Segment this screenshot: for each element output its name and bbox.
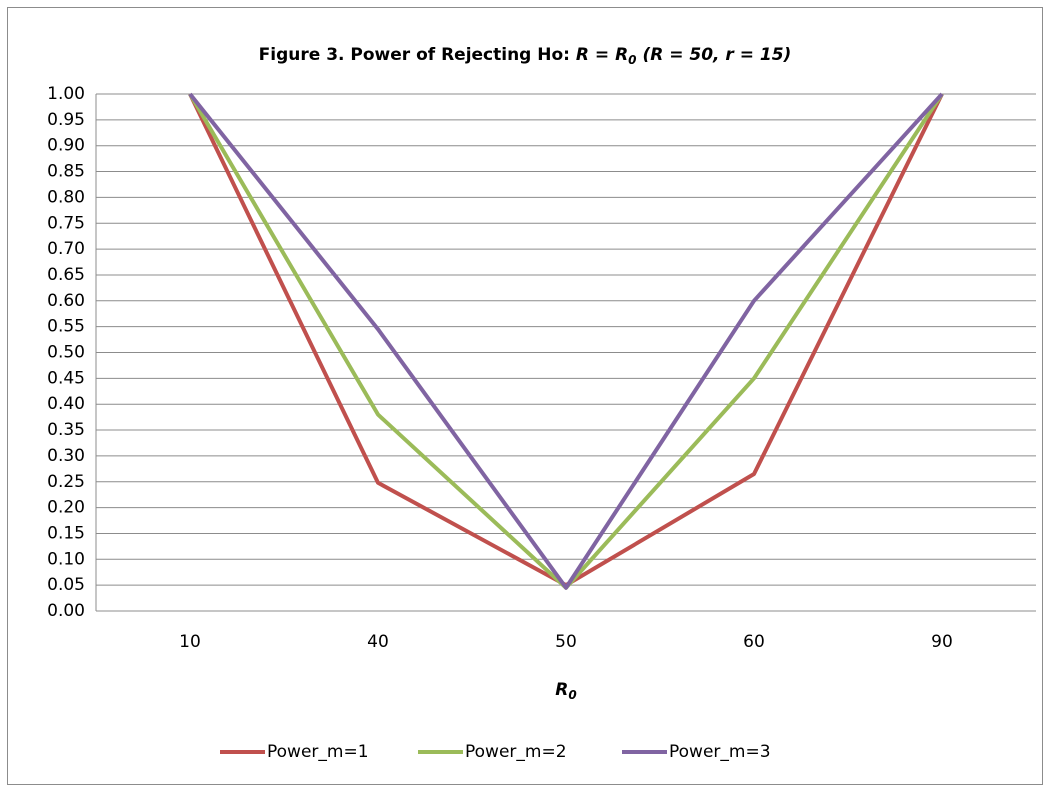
x-tick-label: 60 <box>743 632 765 652</box>
y-tick-label: 0.45 <box>47 368 85 388</box>
x-tick-label: 50 <box>555 632 577 652</box>
y-tick-label: 0.15 <box>47 523 85 543</box>
x-axis-label: R0 <box>555 680 576 702</box>
legend-label: Power_m=1 <box>267 742 369 762</box>
y-tick-label: 0.25 <box>47 472 85 492</box>
y-tick-label: 0.80 <box>47 187 85 207</box>
y-tick-label: 0.75 <box>47 213 85 233</box>
title-part: (R = 50, r = 15) <box>637 45 792 65</box>
y-tick-label: 0.05 <box>47 575 85 595</box>
y-tick-label: 0.20 <box>47 498 85 518</box>
x-label-part: 0 <box>568 688 576 702</box>
data-line <box>188 92 944 590</box>
y-tick-label: 0.90 <box>47 136 85 156</box>
legend-label: Power_m=2 <box>465 742 567 762</box>
y-tick-label: 0.95 <box>47 110 85 130</box>
y-tick-label: 0.85 <box>47 162 85 182</box>
title-part: 0 <box>628 53 636 67</box>
x-tick-label: 40 <box>367 632 389 652</box>
y-tick-label: 0.50 <box>47 343 85 363</box>
y-tick-label: 0.65 <box>47 265 85 285</box>
x-tick-label: 10 <box>179 632 201 652</box>
y-tick-label: 1.00 <box>47 84 85 104</box>
y-tick-label: 0.60 <box>47 291 85 311</box>
chart-title: Figure 3. Power of Rejecting Ho: R = R0 … <box>259 45 792 67</box>
y-tick-label: 0.10 <box>47 549 85 569</box>
y-tick-label: 0.00 <box>47 601 85 621</box>
y-tick-label: 0.35 <box>47 420 85 440</box>
y-tick-label: 0.30 <box>47 446 85 466</box>
x-tick-label: 90 <box>931 632 953 652</box>
x-label-part: R <box>555 680 568 700</box>
chart-border <box>7 7 1043 785</box>
y-tick-label: 0.40 <box>47 394 85 414</box>
title-part: R = R <box>576 45 628 65</box>
title-part: Figure 3. Power of Rejecting Ho: <box>259 45 576 65</box>
legend-label: Power_m=3 <box>669 742 771 762</box>
y-tick-label: 0.70 <box>47 239 85 259</box>
y-tick-label: 0.55 <box>47 317 85 337</box>
